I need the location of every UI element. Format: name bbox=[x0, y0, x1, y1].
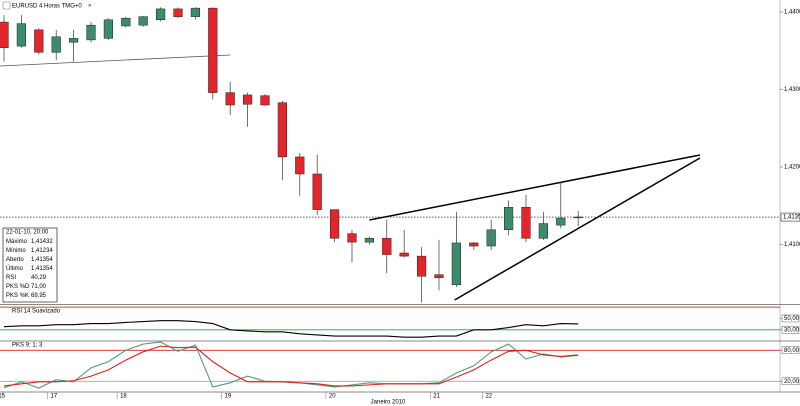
candle-body bbox=[503, 207, 514, 231]
y-tick-label: 1,41000 bbox=[784, 242, 800, 248]
candle-body bbox=[86, 24, 96, 41]
last-price-box bbox=[780, 212, 800, 222]
candle-body bbox=[312, 173, 322, 210]
candle-body bbox=[68, 38, 79, 43]
candle-body bbox=[225, 92, 235, 106]
candle-body bbox=[173, 8, 183, 17]
candle-body bbox=[208, 7, 218, 93]
candle-body bbox=[329, 209, 340, 239]
info-box: 22-01-10, 20:00 Máximo 1,41432 Mínimo 1,4123… bbox=[2, 227, 58, 303]
chart-icon bbox=[2, 1, 11, 10]
candle-body bbox=[277, 102, 287, 158]
y-tick-label: 50,00 bbox=[784, 316, 800, 322]
candle-body bbox=[521, 207, 531, 239]
candle-body bbox=[573, 216, 583, 219]
info-label: PKS %D bbox=[6, 284, 30, 290]
x-tick-label: 17 bbox=[50, 394, 57, 400]
info-date: 22-01-10, 20:00 bbox=[6, 230, 49, 236]
y-tick-label: 80,00 bbox=[784, 348, 800, 354]
candle-body bbox=[16, 23, 27, 47]
y-tick-label: 1,42000 bbox=[784, 165, 800, 171]
candle-body bbox=[364, 238, 374, 243]
series-line bbox=[3, 345, 579, 387]
info-value: 1,41432 bbox=[31, 239, 53, 245]
close-icon[interactable]: × bbox=[88, 4, 92, 10]
x-tick-label: 18 bbox=[120, 394, 127, 400]
series-line bbox=[3, 320, 579, 338]
trendline bbox=[454, 157, 701, 301]
y-tick-box bbox=[781, 346, 800, 355]
y-tick-label: 30,00 bbox=[784, 327, 800, 333]
trendline bbox=[0, 54, 231, 67]
y-tick-label: 1,44000 bbox=[784, 10, 800, 16]
candle-body bbox=[51, 36, 61, 53]
panel-title[interactable]: PKS 9; 1; 3 bbox=[12, 343, 43, 349]
info-label: Aberto bbox=[6, 257, 24, 263]
x-tick-label: 20 bbox=[329, 394, 336, 400]
candle-body bbox=[138, 16, 148, 26]
info-value: 69,95 bbox=[31, 293, 47, 299]
y-tick-box bbox=[781, 326, 800, 334]
candle-body bbox=[347, 233, 357, 243]
x-tick-label: 21 bbox=[433, 394, 440, 400]
info-label: Mínimo bbox=[6, 248, 26, 254]
last-price-label: 1,41354 bbox=[783, 215, 800, 221]
info-value: 40,29 bbox=[31, 275, 47, 281]
chart-title: EURUSD 4 Horas TMG+0 bbox=[12, 4, 82, 10]
candle-body bbox=[399, 252, 409, 257]
trendline bbox=[369, 154, 701, 221]
y-tick-box bbox=[781, 377, 800, 386]
candle-body bbox=[451, 242, 461, 286]
info-value: 1,41354 bbox=[31, 257, 53, 263]
info-value: 1,41354 bbox=[31, 266, 53, 272]
candle-body bbox=[260, 95, 270, 106]
info-value: 1,41234 bbox=[31, 248, 53, 254]
candle-body bbox=[190, 7, 200, 17]
x-tick-label: 15 bbox=[0, 394, 6, 400]
info-label: Último bbox=[6, 265, 24, 272]
candle-body bbox=[34, 29, 44, 53]
candle-body bbox=[103, 19, 113, 39]
info-label: Máximo bbox=[6, 239, 28, 245]
y-tick-box bbox=[781, 314, 800, 323]
candle-body bbox=[434, 274, 444, 279]
info-label: RSI bbox=[6, 275, 16, 281]
candle-body bbox=[121, 17, 131, 27]
panel-title[interactable]: RSI 14 Suavizado bbox=[12, 309, 61, 315]
x-tick-label: 22 bbox=[485, 394, 492, 400]
candle-body bbox=[155, 8, 166, 21]
info-box-frame bbox=[2, 227, 58, 303]
info-value: 71,00 bbox=[31, 284, 47, 290]
candle-body bbox=[538, 223, 548, 239]
x-axis-title: Janeiro 2010 bbox=[371, 400, 406, 406]
info-label: PKS %K bbox=[6, 293, 29, 299]
candle-body bbox=[469, 242, 479, 247]
candle-body bbox=[486, 229, 496, 247]
candle-body bbox=[556, 217, 566, 226]
y-tick-label: 20,00 bbox=[784, 379, 800, 385]
candle-body bbox=[382, 238, 392, 255]
candle-body bbox=[416, 255, 427, 277]
candle-body bbox=[0, 21, 9, 48]
candle-body bbox=[295, 156, 305, 175]
candle-body bbox=[242, 94, 253, 105]
y-tick-label: 1,43000 bbox=[784, 87, 800, 93]
x-tick-label: 19 bbox=[224, 394, 231, 400]
